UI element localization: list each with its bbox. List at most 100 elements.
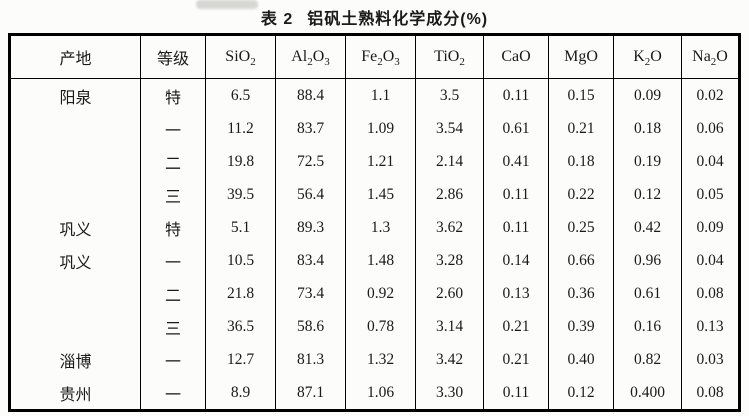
value-cell: 0.42 [613,211,682,244]
grade-cell: 二 [140,277,206,310]
value-cell: 0.19 [613,145,682,178]
grade-cell: 一 [140,112,206,145]
value-cell: 0.09 [681,211,740,244]
value-cell: 36.5 [205,310,276,343]
value-cell: 0.18 [548,145,614,178]
column-header: 等级 [140,34,206,79]
origin-cell [10,310,141,343]
value-cell: 1.06 [345,376,416,411]
column-header: CaO [483,34,549,79]
value-cell: 0.61 [613,277,682,310]
value-cell: 0.18 [613,112,682,145]
value-cell: 39.5 [205,178,276,211]
value-cell: 83.4 [275,244,346,277]
table-row: 二 21.8 73.4 0.92 2.60 0.13 0.36 0.61 0.08 [10,277,740,310]
value-cell: 58.6 [275,310,346,343]
table-row: 一 11.2 83.7 1.09 3.54 0.61 0.21 0.18 0.06 [10,112,740,145]
value-cell: 1.3 [345,211,416,244]
value-cell: 0.25 [548,211,614,244]
origin-cell: 巩义 [59,254,92,272]
column-header: SiO2 [205,34,276,79]
value-cell: 0.12 [613,178,682,211]
value-cell: 0.92 [345,277,416,310]
value-cell: 73.4 [275,277,346,310]
grade-cell: 特 [140,78,206,112]
value-cell: 0.82 [613,343,682,376]
value-cell: 0.22 [548,178,614,211]
value-cell: 0.13 [483,277,549,310]
value-cell: 2.14 [415,145,484,178]
value-cell: 1.09 [345,112,416,145]
value-cell: 0.14 [483,244,549,277]
origin-cell [10,112,141,145]
header-row: 产地 等级 SiO2 Al2O3 Fe2O3 TiO2 CaO MgO K2O Na2O [9,34,740,79]
value-cell: 0.11 [483,211,549,244]
value-cell: 0.36 [548,277,614,310]
value-cell: 87.1 [275,376,346,411]
grade-cell: 三 [140,310,206,343]
value-cell: 0.21 [483,343,549,376]
value-cell: 0.04 [681,145,740,178]
table-row: 巩义 特 5.1 89.3 1.3 3.62 0.11 0.25 0.42 0.09 [10,211,740,244]
value-cell: 0.04 [681,244,740,277]
grade-cell: 一 [140,343,206,376]
table-row: 三 36.5 58.6 0.78 3.14 0.21 0.39 0.16 0.13 [10,310,740,343]
table-row: 淄博 一 12.7 81.3 1.32 3.42 0.21 0.40 0.82 0.03 [10,343,740,376]
table-title-text: 铝矾土熟料化学成分(%) [307,11,489,28]
value-cell: 2.86 [415,178,484,211]
table-row: 三 39.5 56.4 1.45 2.86 0.11 0.22 0.12 0.05 [10,178,740,211]
value-cell: 0.61 [483,112,549,145]
value-cell: 0.08 [681,376,740,411]
value-cell: 3.54 [415,112,484,145]
value-cell: 0.78 [345,310,416,343]
value-cell: 0.15 [548,78,614,112]
value-cell: 0.02 [681,78,740,112]
value-cell: 10.5 [205,244,276,277]
value-cell: 88.4 [275,78,346,112]
column-header: K2O [613,34,682,79]
value-cell: 3.42 [415,343,484,376]
table-row: 巩义 一 10.5 83.4 1.48 3.28 0.14 0.66 0.96 0.04 [10,244,740,277]
grade-cell: 三 [140,178,206,211]
value-cell: 12.7 [205,343,276,376]
value-cell: 3.62 [415,211,484,244]
value-cell: 0.96 [613,244,682,277]
value-cell: 0.12 [548,376,614,411]
value-cell: 0.05 [681,178,740,211]
value-cell: 2.60 [415,277,484,310]
origin-cell [10,178,141,211]
value-cell: 19.8 [205,145,276,178]
origin-cell [10,145,141,178]
scan-smudge-artifact [196,0,258,9]
value-cell: 1.32 [345,343,416,376]
value-cell: 0.21 [483,310,549,343]
value-cell: 0.40 [548,343,614,376]
value-cell: 0.16 [613,310,682,343]
value-cell: 11.2 [205,112,276,145]
grade-cell: 特 [140,211,206,244]
column-header: MgO [548,34,614,79]
value-cell: 83.7 [275,112,346,145]
table-row: 二 19.8 72.5 1.21 2.14 0.41 0.18 0.19 0.04 [10,145,740,178]
column-header: TiO2 [415,34,484,79]
value-cell: 0.66 [548,244,614,277]
value-cell: 56.4 [275,178,346,211]
value-cell: 0.41 [483,145,549,178]
value-cell: 0.09 [613,78,682,112]
value-cell: 89.3 [275,211,346,244]
value-cell: 0.06 [681,112,740,145]
value-cell: 0.13 [681,310,740,343]
value-cell: 8.9 [205,376,276,411]
composition-table: 产地 等级 SiO2 Al2O3 Fe2O3 TiO2 CaO MgO K2O Na2O 阳泉特 6… [8,33,741,412]
origin-cell: 贵州 [59,386,92,404]
origin-cell [10,277,141,310]
value-cell: 0.11 [483,178,549,211]
origin-cell: 阳泉 [59,89,92,107]
value-cell: 21.8 [205,277,276,310]
table-body: 阳泉特 6.5 88.4 1.1 3.5 0.11 0.15 0.09 0.02 一 11.2 83.… [10,78,740,411]
grade-cell: 二 [140,145,206,178]
value-cell: 0.11 [483,376,549,411]
origin-cell: 巩义 [59,221,92,239]
value-cell: 5.1 [205,211,276,244]
